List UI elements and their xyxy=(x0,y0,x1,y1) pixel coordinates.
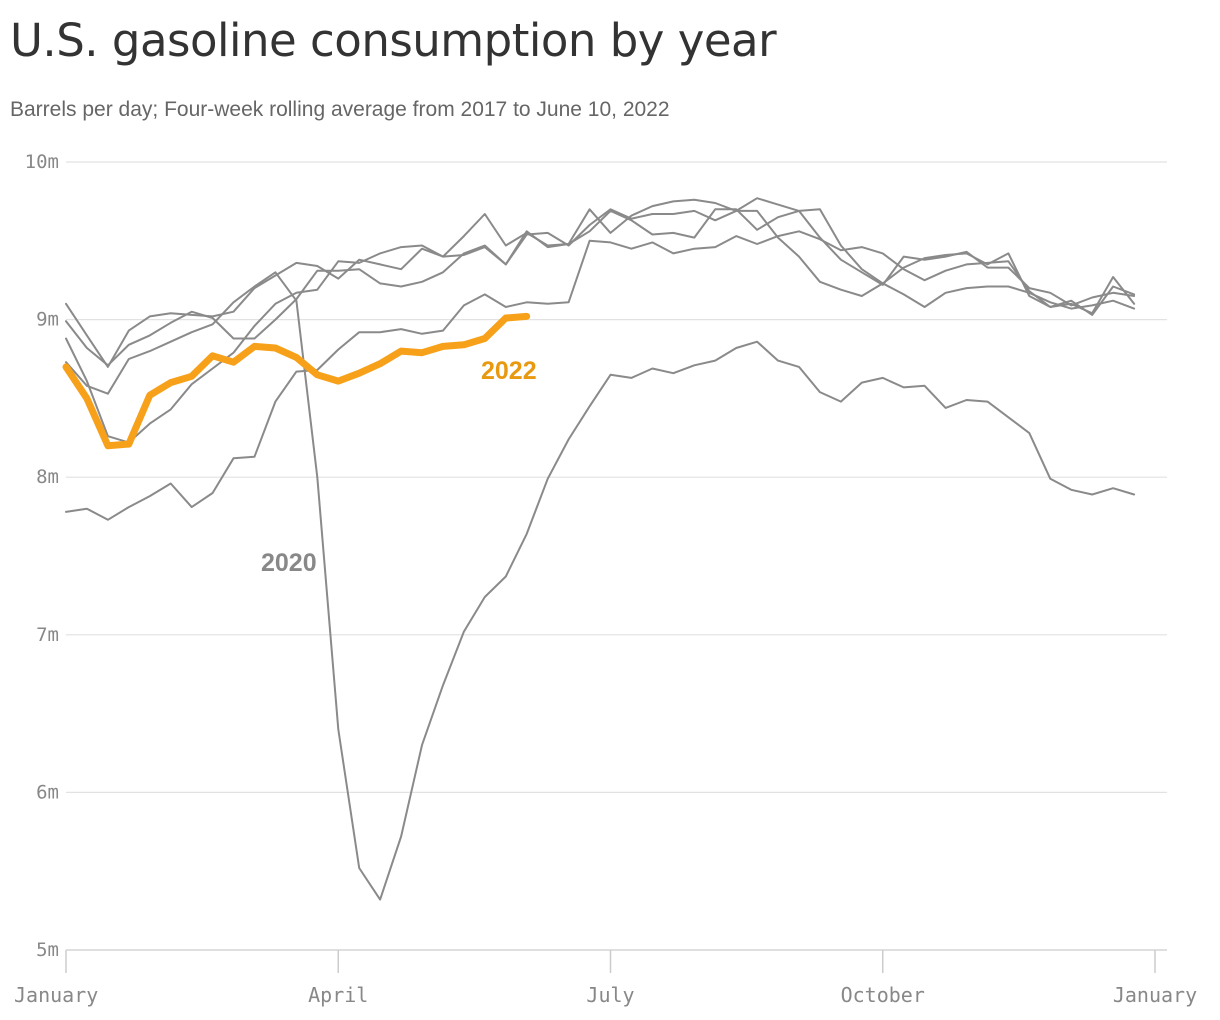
x-axis: January April July October January xyxy=(14,950,1197,1007)
x-tick-label: April xyxy=(308,983,368,1007)
y-tick-label: 8m xyxy=(36,466,59,488)
y-axis: 10m 9m 8m 7m 6m 5m xyxy=(25,151,59,961)
x-tick-label: July xyxy=(586,983,634,1007)
chart-subtitle: Barrels per day; Four-week rolling avera… xyxy=(10,98,670,121)
series-label-2022: 2022 xyxy=(481,357,537,385)
y-tick-label: 10m xyxy=(25,151,59,173)
series-labels: 2022 2020 xyxy=(261,357,537,577)
series-label-2020: 2020 xyxy=(261,549,317,577)
series-line-2020 xyxy=(65,271,1136,901)
series-line-year-2 xyxy=(65,197,1136,368)
x-tick-label: January xyxy=(1113,983,1197,1007)
series-line-year-4 xyxy=(65,208,1136,444)
y-tick-label: 9m xyxy=(36,309,59,331)
gridlines xyxy=(66,161,1167,951)
series-line-2022 xyxy=(62,312,531,450)
y-tick-label: 7m xyxy=(36,624,59,646)
x-tick-label: October xyxy=(841,983,925,1007)
series-lines xyxy=(62,197,1136,901)
x-tick-label: January xyxy=(14,983,98,1007)
y-tick-label: 5m xyxy=(36,939,59,961)
series-line-year-5 xyxy=(65,230,1136,521)
chart-title: U.S. gasoline consumption by year xyxy=(10,14,777,67)
y-tick-label: 6m xyxy=(36,781,59,803)
